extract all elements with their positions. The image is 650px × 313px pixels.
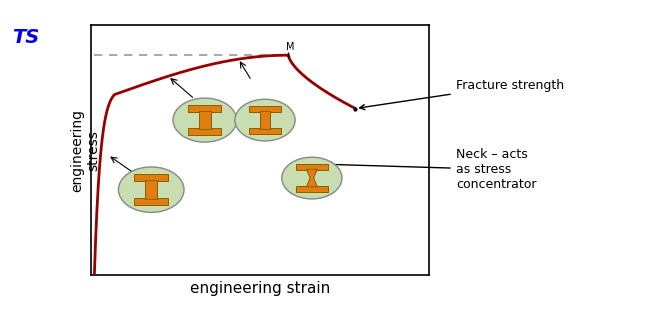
FancyBboxPatch shape bbox=[250, 128, 281, 134]
FancyBboxPatch shape bbox=[188, 128, 221, 135]
Text: TS: TS bbox=[12, 28, 40, 47]
FancyBboxPatch shape bbox=[188, 105, 221, 112]
Circle shape bbox=[118, 167, 184, 213]
Polygon shape bbox=[259, 111, 270, 129]
Circle shape bbox=[281, 157, 342, 199]
Polygon shape bbox=[199, 111, 211, 129]
Y-axis label: engineering
stress: engineering stress bbox=[70, 109, 101, 192]
Circle shape bbox=[235, 99, 295, 141]
FancyBboxPatch shape bbox=[134, 174, 168, 181]
Text: Neck – acts
as stress
concentrator: Neck – acts as stress concentrator bbox=[326, 148, 536, 191]
Circle shape bbox=[173, 98, 237, 142]
Polygon shape bbox=[146, 180, 157, 199]
FancyBboxPatch shape bbox=[296, 164, 328, 171]
FancyBboxPatch shape bbox=[250, 106, 281, 112]
Text: M: M bbox=[286, 42, 294, 52]
Polygon shape bbox=[306, 169, 317, 187]
FancyBboxPatch shape bbox=[296, 186, 328, 192]
X-axis label: engineering strain: engineering strain bbox=[190, 281, 330, 296]
FancyBboxPatch shape bbox=[134, 198, 168, 205]
Text: Fracture strength: Fracture strength bbox=[359, 79, 564, 110]
